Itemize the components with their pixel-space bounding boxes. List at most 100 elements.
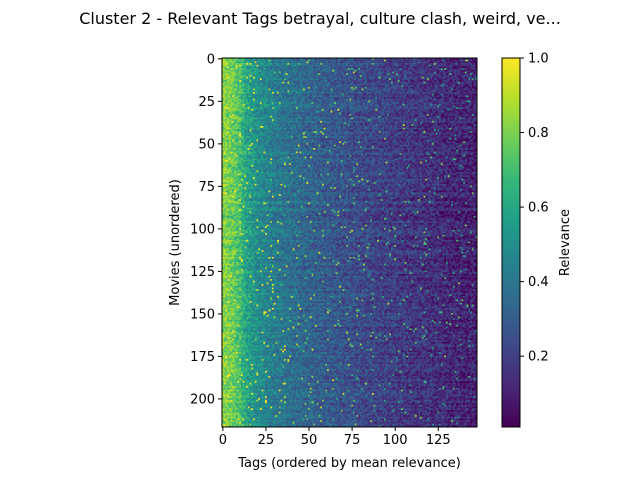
heatmap-cell xyxy=(435,61,438,64)
heatmap-cell xyxy=(444,58,447,61)
heatmap-cell xyxy=(440,73,443,76)
heatmap-cell xyxy=(408,64,411,67)
heatmap-cell xyxy=(275,64,278,67)
heatmap-cell xyxy=(261,63,264,66)
heatmap-cell xyxy=(337,73,340,76)
heatmap-cell xyxy=(409,68,412,71)
heatmap-cell xyxy=(284,63,287,66)
heatmap-cell xyxy=(382,63,385,66)
heatmap-cell xyxy=(223,81,226,84)
heatmap-cell xyxy=(290,80,293,83)
heatmap-cell xyxy=(278,66,281,69)
heatmap-cell xyxy=(354,80,357,83)
heatmap-cell xyxy=(383,81,387,84)
heatmap-cell xyxy=(420,73,423,76)
heatmap-cell xyxy=(297,68,300,71)
heatmap-cell xyxy=(414,80,418,83)
heatmap-cell xyxy=(282,58,285,61)
heatmap-cell xyxy=(444,68,447,71)
heatmap-cell xyxy=(385,75,388,78)
heatmap-cell xyxy=(263,63,266,66)
heatmap-cell xyxy=(232,81,235,84)
heatmap-cell xyxy=(265,58,268,61)
heatmap-cell xyxy=(278,58,281,61)
heatmap-cell xyxy=(247,76,250,79)
heatmap-cell xyxy=(368,61,371,64)
heatmap-cell xyxy=(321,85,324,88)
heatmap-cell xyxy=(370,83,373,86)
heatmap-cell xyxy=(378,81,381,84)
heatmap-cell xyxy=(328,61,331,64)
heatmap-cell xyxy=(325,71,328,74)
heatmap-cell xyxy=(225,59,228,62)
heatmap-cell xyxy=(411,63,414,66)
heatmap-cell xyxy=(230,81,233,84)
heatmap-cell xyxy=(414,75,418,78)
heatmap-cell xyxy=(240,83,244,86)
heatmap-cell xyxy=(344,64,347,67)
heatmap-cell xyxy=(435,58,438,61)
heatmap-cell xyxy=(304,73,307,76)
heatmap-cell xyxy=(380,76,383,79)
heatmap-cell xyxy=(430,73,433,76)
heatmap-cell xyxy=(377,68,380,71)
heatmap-cell xyxy=(394,71,397,74)
heatmap-cell xyxy=(282,63,285,66)
heatmap-cell xyxy=(380,59,383,62)
heatmap-cell xyxy=(278,80,281,83)
heatmap-cell xyxy=(251,69,254,72)
heatmap-cell xyxy=(409,58,412,61)
heatmap-cell xyxy=(235,58,238,61)
heatmap-cell xyxy=(253,59,256,62)
heatmap-cell xyxy=(315,68,318,71)
heatmap-cell xyxy=(296,63,299,66)
heatmap-cell xyxy=(306,63,309,66)
heatmap-cell xyxy=(289,80,292,83)
heatmap-cell xyxy=(363,85,366,88)
heatmap-cell xyxy=(292,85,295,88)
heatmap-cell xyxy=(332,64,335,67)
heatmap-cell xyxy=(444,76,447,79)
heatmap-cell xyxy=(263,78,266,81)
heatmap-cell xyxy=(373,58,376,61)
heatmap-cell xyxy=(232,75,235,78)
heatmap-cell xyxy=(328,78,331,81)
heatmap-cell xyxy=(458,59,461,62)
heatmap-cell xyxy=(464,61,468,64)
heatmap-cell xyxy=(222,58,225,61)
heatmap-cell xyxy=(235,59,238,62)
heatmap-cell xyxy=(315,66,318,69)
heatmap-cell xyxy=(359,85,362,88)
heatmap-cell xyxy=(418,64,421,67)
heatmap-cell xyxy=(351,73,354,76)
heatmap-cell xyxy=(234,64,237,67)
heatmap-cell xyxy=(401,81,404,84)
heatmap-cell xyxy=(266,66,269,69)
heatmap-cell xyxy=(239,66,242,69)
heatmap-cell xyxy=(308,78,311,81)
heatmap-cell xyxy=(313,64,316,67)
heatmap-cell xyxy=(463,64,466,67)
heatmap-cell xyxy=(297,73,300,76)
heatmap-cell xyxy=(346,61,349,64)
heatmap-cell xyxy=(466,73,469,76)
heatmap-cell xyxy=(251,85,254,88)
heatmap-cell xyxy=(299,75,302,78)
heatmap-cell xyxy=(425,81,428,84)
heatmap-cell xyxy=(452,81,455,84)
heatmap-cell xyxy=(289,68,292,71)
heatmap-cell xyxy=(375,76,378,79)
heatmap-cell xyxy=(297,71,300,74)
heatmap-cell xyxy=(423,66,426,69)
heatmap-cell xyxy=(385,59,388,62)
heatmap-cell xyxy=(227,61,230,64)
heatmap-cell xyxy=(299,64,302,67)
heatmap-cell xyxy=(394,66,397,69)
heatmap-cell xyxy=(292,73,295,76)
heatmap-cell xyxy=(332,66,335,69)
heatmap-cell xyxy=(356,83,359,86)
heatmap-cell xyxy=(389,85,392,88)
heatmap-cell xyxy=(406,75,409,78)
heatmap-cell xyxy=(387,73,390,76)
heatmap-cell xyxy=(328,69,331,72)
